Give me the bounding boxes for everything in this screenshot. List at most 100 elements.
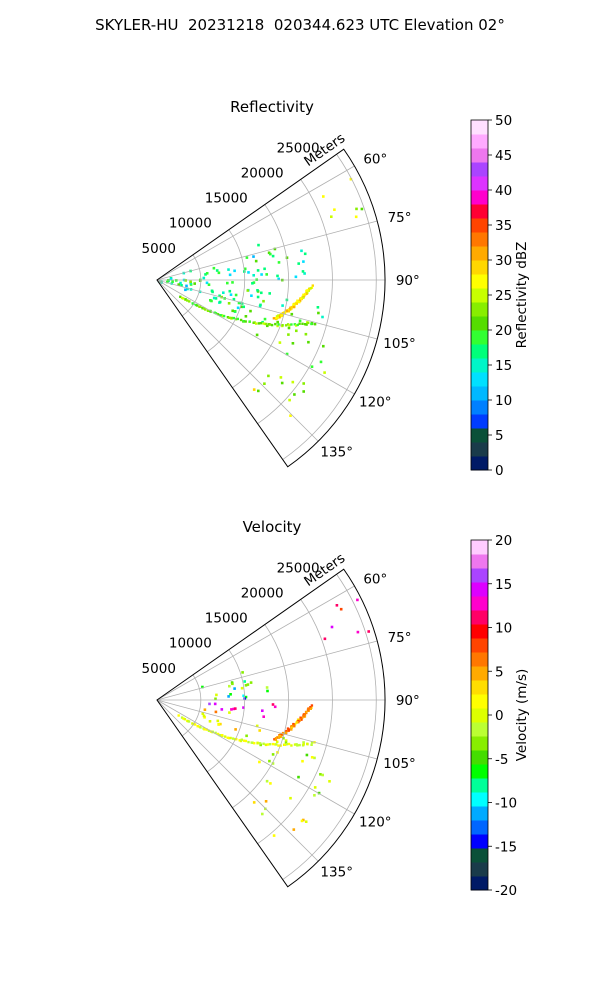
echo-gate <box>291 380 295 384</box>
echo-gate <box>306 742 309 745</box>
echo-gate <box>313 794 316 797</box>
colorbar-swatch <box>471 834 488 849</box>
echo-gate <box>300 718 303 721</box>
echo-gate <box>213 311 216 314</box>
echo-gate <box>284 731 288 734</box>
echo-gate <box>201 712 205 715</box>
colorbar-swatch <box>471 764 488 779</box>
colorbar-swatch <box>471 540 488 555</box>
echo-gate <box>268 743 272 746</box>
colorbar-tick-label: 15 <box>495 577 512 593</box>
colorbar-swatch <box>471 330 488 345</box>
range-ring <box>207 649 246 773</box>
colorbar-swatch <box>471 176 488 191</box>
colorbar-swatch <box>471 582 488 597</box>
echo-gate <box>243 680 246 683</box>
echo-gate <box>234 318 238 321</box>
echo-gate <box>182 717 185 720</box>
echo-gate <box>302 260 305 263</box>
echo-gate <box>169 277 173 281</box>
echo-gate <box>310 322 313 326</box>
echo-gate <box>214 710 218 714</box>
echo-gate <box>263 382 266 385</box>
echo-gate <box>323 371 326 374</box>
echo-gate <box>258 760 261 764</box>
azimuth-tick-label: 75° <box>388 630 412 646</box>
colorbar-tick-label: -5 <box>495 752 508 768</box>
echo-gate <box>333 208 336 211</box>
echo-gate <box>279 376 283 379</box>
echo-gate <box>232 316 235 320</box>
echo-gate <box>236 317 239 321</box>
colorbar-tick-label: 5 <box>495 664 504 680</box>
echo-gate <box>287 742 291 746</box>
echo-gate <box>367 630 370 633</box>
panel-title: Reflectivity <box>230 98 314 116</box>
echo-gate <box>233 687 236 690</box>
colorbar-swatch <box>471 750 488 765</box>
echo-gate <box>281 312 284 315</box>
echo-gate <box>226 736 229 739</box>
echo-gate <box>230 708 233 711</box>
echo-gate <box>319 773 322 776</box>
echo-gate <box>184 298 187 301</box>
echo-gate <box>265 779 269 783</box>
echo-gate <box>214 697 217 701</box>
range-tick-label: 5000 <box>142 661 176 677</box>
colorbar-swatch <box>471 694 488 709</box>
echo-gate <box>256 295 260 299</box>
echo-gate <box>276 320 279 324</box>
echo-gate <box>246 289 250 292</box>
echo-gate <box>255 724 259 728</box>
echo-gate <box>273 705 277 709</box>
echo-gate <box>249 309 252 313</box>
colorbar-swatch <box>471 722 488 737</box>
echo-gate <box>247 271 250 274</box>
echo-gate <box>292 303 295 306</box>
echo-gate <box>289 796 292 800</box>
echo-gate <box>202 714 206 718</box>
echo-gate <box>218 300 222 304</box>
echo-gate <box>271 703 275 706</box>
echo-gate <box>275 315 279 318</box>
echo-gate <box>290 323 293 326</box>
echo-gate <box>180 716 184 719</box>
echo-gate <box>218 734 221 737</box>
echo-gate <box>239 318 243 322</box>
colorbar-tick-label: 20 <box>495 533 512 549</box>
echo-gate <box>219 722 222 726</box>
echo-gate <box>230 316 233 320</box>
echo-gate <box>287 308 290 312</box>
colorbar-swatch <box>471 414 488 429</box>
colorbar-swatch <box>471 806 488 821</box>
colorbar-tick-label: 35 <box>495 218 512 234</box>
azimuth-tick-label: 135° <box>320 445 353 461</box>
echo-gate <box>268 292 271 295</box>
echo-gate <box>322 344 325 348</box>
echo-gate <box>298 322 301 325</box>
range-ring <box>257 599 333 844</box>
echo-gate <box>298 743 301 747</box>
echo-gate <box>277 744 280 747</box>
echo-gate <box>285 309 289 313</box>
echo-gate <box>245 256 249 259</box>
echo-gate <box>252 388 256 391</box>
echo-gate <box>232 707 236 711</box>
colorbar-label: Reflectivity dBZ <box>514 242 530 349</box>
echo-gate <box>193 282 196 285</box>
echo-gate <box>290 307 293 310</box>
colorbar-tick-label: 10 <box>495 393 512 409</box>
echo-gate <box>271 762 275 765</box>
echo-gate <box>234 728 237 731</box>
echo-gate <box>269 782 272 785</box>
colorbar-tick-label: -15 <box>495 839 517 855</box>
echo-gate <box>301 322 304 325</box>
colorbar-swatch <box>471 316 488 331</box>
azimuth-gridline <box>156 279 319 442</box>
echo-gate <box>226 316 230 319</box>
azimuth-gridline <box>156 279 355 395</box>
echo-gate <box>305 753 309 757</box>
echo-gate <box>302 741 305 744</box>
figure-suptitle: SKYLER-HU 20231218 020344.623 UTC Elevat… <box>95 16 505 34</box>
azimuth-tick-label: 120° <box>359 394 392 410</box>
